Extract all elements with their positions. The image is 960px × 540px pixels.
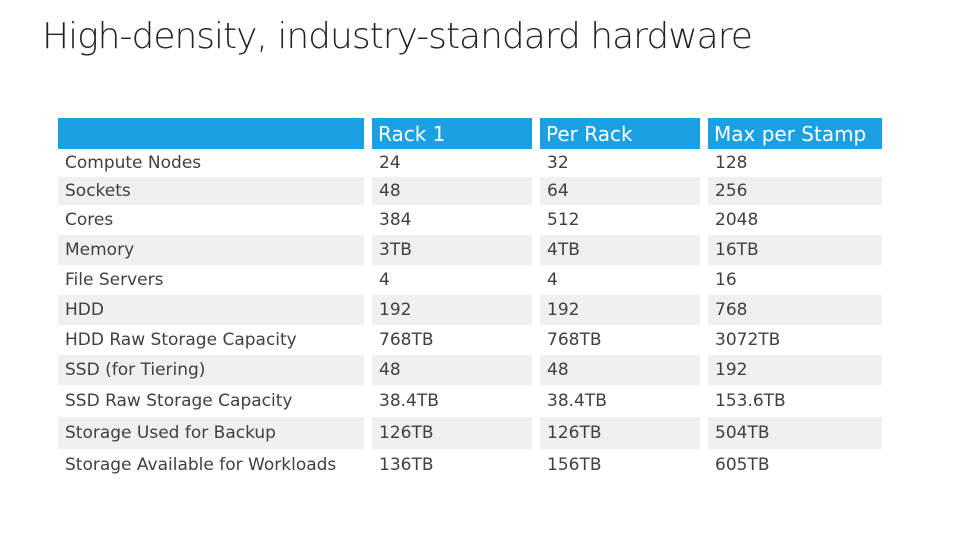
table-row: File Servers 4 4 16 bbox=[58, 265, 882, 295]
table-row: HDD Raw Storage Capacity 768TB 768TB 3072TB bbox=[58, 325, 882, 355]
max-per-stamp-cell: 16TB bbox=[708, 235, 882, 265]
slide-title: High-density, industry-standard hardware bbox=[42, 16, 753, 57]
row-label-cell: SSD (for Tiering) bbox=[58, 355, 364, 385]
per-rack-cell: 64 bbox=[540, 177, 700, 205]
header-cell-max-per-stamp: Max per Stamp bbox=[708, 118, 882, 149]
table-row: Storage Available for Workloads 136TB 156T… bbox=[58, 449, 882, 481]
per-rack-cell: 126TB bbox=[540, 417, 700, 449]
hardware-spec-table: Rack 1 Per Rack Max per Stamp Compute No… bbox=[58, 118, 882, 481]
row-label-cell: HDD Raw Storage Capacity bbox=[58, 325, 364, 355]
per-rack-cell: 48 bbox=[540, 355, 700, 385]
table-row: SSD Raw Storage Capacity 38.4TB 38.4TB 153.… bbox=[58, 385, 882, 417]
row-label-cell: File Servers bbox=[58, 265, 364, 295]
per-rack-cell: 512 bbox=[540, 205, 700, 235]
per-rack-cell: 768TB bbox=[540, 325, 700, 355]
rack1-cell: 768TB bbox=[372, 325, 532, 355]
row-label-cell: Storage Available for Workloads bbox=[58, 449, 364, 481]
max-per-stamp-cell: 128 bbox=[708, 149, 882, 177]
rack1-cell: 192 bbox=[372, 295, 532, 325]
max-per-stamp-cell: 768 bbox=[708, 295, 882, 325]
max-per-stamp-cell: 2048 bbox=[708, 205, 882, 235]
per-rack-cell: 4 bbox=[540, 265, 700, 295]
row-label-cell: Compute Nodes bbox=[58, 149, 364, 177]
max-per-stamp-cell: 153.6TB bbox=[708, 385, 882, 417]
max-per-stamp-cell: 192 bbox=[708, 355, 882, 385]
max-per-stamp-cell: 504TB bbox=[708, 417, 882, 449]
table-row: Sockets 48 64 256 bbox=[58, 177, 882, 205]
rack1-cell: 48 bbox=[372, 355, 532, 385]
table-row: Storage Used for Backup 126TB 126TB 504TB bbox=[58, 417, 882, 449]
row-label-cell: Cores bbox=[58, 205, 364, 235]
per-rack-cell: 192 bbox=[540, 295, 700, 325]
per-rack-cell: 4TB bbox=[540, 235, 700, 265]
table-row: Cores 384 512 2048 bbox=[58, 205, 882, 235]
row-label-cell: Memory bbox=[58, 235, 364, 265]
table-row: HDD 192 192 768 bbox=[58, 295, 882, 325]
header-cell-rack1: Rack 1 bbox=[372, 118, 532, 149]
table-header-row: Rack 1 Per Rack Max per Stamp bbox=[58, 118, 882, 149]
rack1-cell: 3TB bbox=[372, 235, 532, 265]
rack1-cell: 136TB bbox=[372, 449, 532, 481]
rack1-cell: 4 bbox=[372, 265, 532, 295]
header-cell-label bbox=[58, 118, 364, 149]
rack1-cell: 24 bbox=[372, 149, 532, 177]
header-cell-per-rack: Per Rack bbox=[540, 118, 700, 149]
per-rack-cell: 156TB bbox=[540, 449, 700, 481]
max-per-stamp-cell: 605TB bbox=[708, 449, 882, 481]
row-label-cell: HDD bbox=[58, 295, 364, 325]
table-body: Compute Nodes 24 32 128 Sockets 48 64 256 Cores 3… bbox=[58, 149, 882, 481]
table-row: SSD (for Tiering) 48 48 192 bbox=[58, 355, 882, 385]
table-row: Memory 3TB 4TB 16TB bbox=[58, 235, 882, 265]
max-per-stamp-cell: 16 bbox=[708, 265, 882, 295]
rack1-cell: 126TB bbox=[372, 417, 532, 449]
row-label-cell: Storage Used for Backup bbox=[58, 417, 364, 449]
row-label-cell: Sockets bbox=[58, 177, 364, 205]
table-row: Compute Nodes 24 32 128 bbox=[58, 149, 882, 177]
max-per-stamp-cell: 256 bbox=[708, 177, 882, 205]
per-rack-cell: 32 bbox=[540, 149, 700, 177]
rack1-cell: 38.4TB bbox=[372, 385, 532, 417]
rack1-cell: 48 bbox=[372, 177, 532, 205]
per-rack-cell: 38.4TB bbox=[540, 385, 700, 417]
row-label-cell: SSD Raw Storage Capacity bbox=[58, 385, 364, 417]
max-per-stamp-cell: 3072TB bbox=[708, 325, 882, 355]
rack1-cell: 384 bbox=[372, 205, 532, 235]
